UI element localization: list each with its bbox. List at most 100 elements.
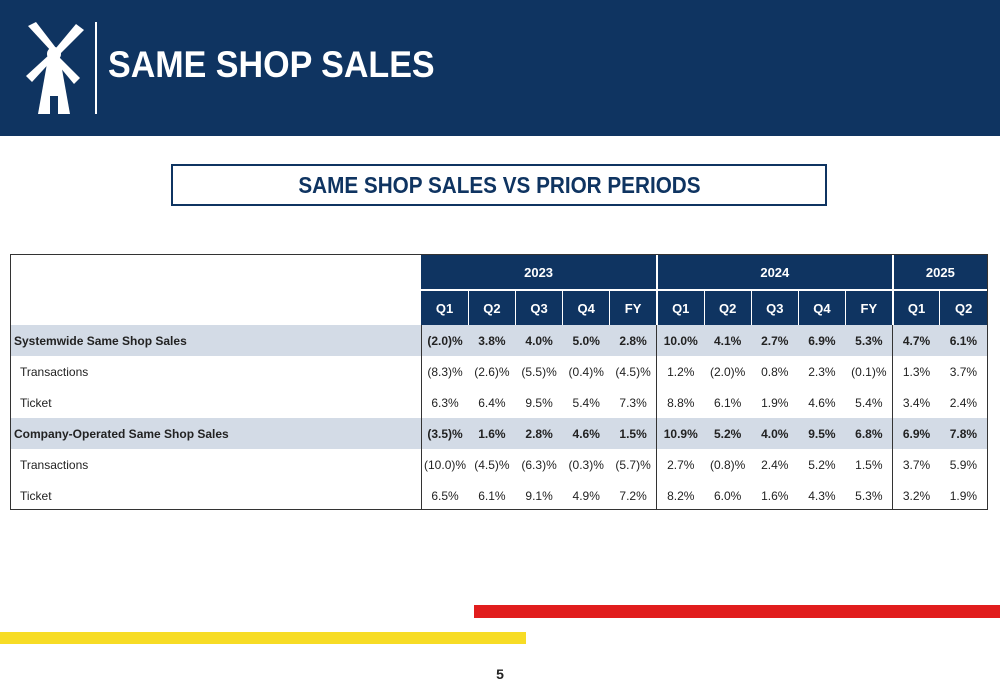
table-cell: 2.8%: [609, 325, 658, 356]
table-row: Systemwide Same Shop Sales (2.0)% 3.8% 4.0%…: [11, 325, 987, 356]
table-cell: 9.5%: [798, 418, 846, 449]
table-cell: 6.1%: [939, 325, 987, 356]
table-cell: 3.2%: [902, 488, 931, 503]
table-cell: (4.5)%: [474, 457, 510, 472]
table-cell: 3.7%: [949, 364, 978, 379]
same-shop-sales-table: 2023 2024 2025 Q1 Q2 Q3 Q4 FY Q1 Q2 Q3 Q4 FY Q1 Q2 …: [11, 255, 987, 509]
table-cell: 4.9%: [572, 488, 600, 503]
table-cell: 7.2%: [609, 480, 658, 509]
table-cell: 6.0%: [713, 488, 742, 503]
table-cell: 9.5%: [525, 395, 553, 410]
table-cell: (6.3)%: [521, 457, 557, 472]
year-header-2023: 2023: [421, 255, 657, 290]
table-cell: 1.2%: [667, 364, 695, 379]
row-label: Systemwide Same Shop Sales: [11, 325, 422, 356]
table-cell: 5.3%: [845, 480, 894, 509]
table-cell: 5.3%: [845, 325, 894, 356]
quarter-header-cell: Q2: [939, 289, 987, 325]
table-cell: 4.1%: [704, 325, 752, 356]
table-cell: 8.2%: [667, 488, 695, 503]
table-cell: 1.3%: [902, 364, 931, 379]
table-cell: (3.5)%: [421, 418, 469, 449]
header-divider: [95, 22, 97, 114]
table-cell: 4.3%: [808, 488, 836, 503]
table-cell: (2.6)%: [474, 364, 510, 379]
table-cell: 1.5%: [609, 418, 658, 449]
table-cell: 7.8%: [939, 418, 987, 449]
sales-table-container: 2023 2024 2025 Q1 Q2 Q3 Q4 FY Q1 Q2 Q3 Q4 FY Q1 Q2 …: [10, 254, 988, 510]
table-cell: 8.8%: [667, 395, 695, 410]
table-cell: 5.4%: [845, 387, 894, 418]
table-cell: 6.4%: [478, 395, 506, 410]
table-cell: (5.5)%: [521, 364, 557, 379]
year-header-row: 2023 2024 2025: [11, 255, 987, 325]
red-accent-bar: [474, 605, 1000, 618]
quarter-header-cell: Q3: [514, 289, 563, 325]
table-cell: 10.9%: [656, 418, 705, 449]
row-label: Company-Operated Same Shop Sales: [11, 418, 422, 449]
quarter-header-cell: Q2: [467, 289, 516, 325]
quarter-header-cell: FY: [844, 289, 893, 325]
year-header-2025: 2025: [891, 255, 987, 290]
quarter-header-cell: Q4: [562, 289, 610, 325]
table-cell: 6.5%: [431, 488, 459, 503]
table-row: Ticket 6.3% 6.4% 9.5% 5.4% 7.3% 8.8% 6.1% 1.9% 4.…: [11, 387, 987, 418]
table-row: Transactions (10.0)% (4.5)% (6.3)% (0.3)% (5.…: [11, 449, 987, 480]
table-row: Ticket 6.5% 6.1% 9.1% 4.9% 7.2% 8.2% 6.0% 1.6% 4.…: [11, 480, 987, 509]
table-cell: 2.4%: [761, 457, 789, 472]
page-title: SAME SHOP SALES: [108, 44, 435, 85]
table-cell: 1.6%: [468, 418, 516, 449]
table-cell: 5.9%: [949, 457, 978, 472]
table-cell: 3.8%: [468, 325, 516, 356]
subtitle-box: SAME SHOP SALES VS PRIOR PERIODS: [171, 164, 827, 206]
corner-cell: [11, 255, 422, 325]
quarter-header-cell: FY: [609, 289, 657, 325]
table-cell: (10.0)%: [424, 457, 467, 472]
row-label: Transactions: [11, 356, 422, 387]
table-cell: 4.6%: [808, 395, 836, 410]
table-cell: 1.6%: [761, 488, 789, 503]
table-cell: 3.4%: [902, 395, 931, 410]
table-cell: 5.2%: [808, 457, 836, 472]
row-label: Ticket: [11, 480, 422, 509]
table-cell: 0.8%: [761, 364, 789, 379]
table-cell: 7.3%: [609, 387, 658, 418]
table-cell: 2.7%: [751, 325, 799, 356]
windmill-icon: [26, 22, 84, 114]
table-cell: 6.3%: [431, 395, 459, 410]
table-cell: 6.9%: [892, 418, 940, 449]
table-cell: (0.1)%: [845, 356, 894, 387]
table-cell: 6.9%: [798, 325, 846, 356]
table-row: Company-Operated Same Shop Sales (3.5)% 1.…: [11, 418, 987, 449]
table-cell: 4.0%: [515, 325, 563, 356]
table-cell: 2.8%: [515, 418, 563, 449]
table-cell: 5.0%: [562, 325, 610, 356]
table-cell: 6.1%: [713, 395, 742, 410]
table-cell: 2.4%: [949, 395, 978, 410]
quarter-header-cell: Q2: [703, 289, 752, 325]
table-cell: 5.4%: [572, 395, 600, 410]
quarter-header-cell: Q1: [655, 289, 705, 325]
table-cell: 1.5%: [845, 449, 894, 480]
table-cell: 1.9%: [949, 488, 978, 503]
table-subtitle: SAME SHOP SALES VS PRIOR PERIODS: [297, 171, 701, 198]
table-cell: (8.3)%: [427, 364, 463, 379]
page-number: 5: [496, 666, 504, 682]
table-row: Transactions (8.3)% (2.6)% (5.5)% (0.4)% (4.5…: [11, 356, 987, 387]
table-cell: 6.1%: [478, 488, 506, 503]
row-label: Transactions: [11, 449, 422, 480]
year-header-2024: 2024: [655, 255, 893, 290]
quarter-header-cell: Q4: [797, 289, 846, 325]
table-cell: (0.4)%: [568, 364, 604, 379]
table-cell: (5.7)%: [609, 449, 658, 480]
table-cell: 5.2%: [704, 418, 752, 449]
table-cell: (4.5)%: [609, 356, 658, 387]
table-cell: 2.3%: [808, 364, 836, 379]
table-cell: 2.7%: [667, 457, 695, 472]
table-cell: 10.0%: [656, 325, 705, 356]
quarter-header-row: Q1 Q2 Q3 Q4 FY Q1 Q2 Q3 Q4 FY Q1 Q2: [11, 289, 987, 325]
yellow-accent-bar: [0, 632, 526, 644]
table-cell: 4.7%: [892, 325, 940, 356]
table-cell: 4.6%: [562, 418, 610, 449]
header-banner: SAME SHOP SALES: [0, 0, 1000, 136]
